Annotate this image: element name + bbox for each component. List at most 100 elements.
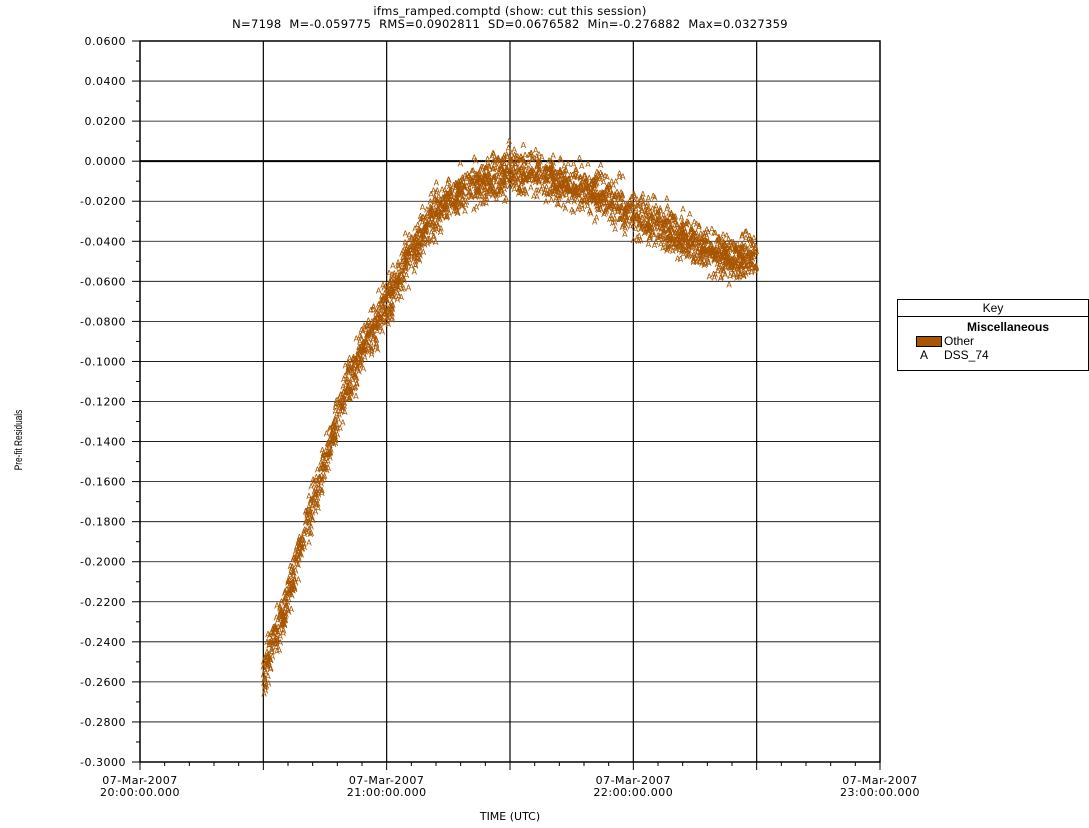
data-point: A — [624, 217, 630, 226]
data-point: A — [395, 277, 401, 286]
data-point: A — [549, 167, 555, 176]
data-point: A — [590, 193, 596, 202]
data-point: A — [502, 182, 508, 191]
data-point: A — [403, 265, 409, 274]
data-point: A — [568, 187, 574, 196]
data-point: A — [653, 238, 659, 247]
data-point: A — [736, 249, 742, 258]
data-point: A — [353, 374, 359, 383]
data-point: A — [508, 155, 514, 164]
data-point: A — [550, 161, 556, 170]
data-point: A — [678, 236, 684, 245]
data-point: A — [565, 175, 571, 184]
data-point: A — [398, 270, 404, 279]
data-point: A — [660, 225, 666, 234]
data-point: A — [723, 270, 729, 279]
data-point: A — [275, 629, 281, 638]
data-point: A — [428, 198, 434, 207]
data-point: A — [364, 321, 370, 330]
data-point: A — [277, 632, 283, 641]
data-point: A — [726, 259, 732, 268]
data-point: A — [611, 203, 617, 212]
data-point: A — [706, 245, 712, 254]
data-point: A — [594, 202, 600, 211]
data-point: A — [634, 211, 640, 220]
data-point: A — [450, 200, 456, 209]
data-point: A — [620, 190, 626, 199]
data-point: A — [601, 190, 607, 199]
data-point: A — [361, 365, 367, 374]
data-point: A — [631, 220, 637, 229]
data-point: A — [666, 218, 672, 227]
data-point: A — [443, 200, 449, 209]
data-point: A — [739, 266, 745, 275]
data-point: A — [724, 258, 730, 267]
data-point: A — [638, 225, 644, 234]
data-point: A — [687, 210, 693, 219]
data-point: A — [326, 442, 332, 451]
data-point: A — [326, 438, 332, 447]
data-point: A — [751, 234, 757, 243]
data-point: A — [729, 257, 735, 266]
data-point: A — [287, 588, 293, 597]
data-point: A — [415, 252, 421, 261]
data-point: A — [372, 316, 378, 325]
data-point: A — [428, 209, 434, 218]
data-point: A — [601, 178, 607, 187]
data-point: A — [558, 156, 564, 165]
data-point: A — [522, 151, 528, 160]
data-point: A — [681, 247, 687, 256]
data-point: A — [587, 188, 593, 197]
data-point: A — [477, 170, 483, 179]
data-point: A — [502, 178, 508, 187]
data-point: A — [591, 181, 597, 190]
data-point: A — [269, 645, 275, 654]
data-point: A — [662, 238, 668, 247]
data-point: A — [306, 506, 312, 515]
data-point: A — [429, 237, 435, 246]
data-point: A — [354, 355, 360, 364]
data-point: A — [719, 245, 725, 254]
data-point: A — [418, 238, 424, 247]
data-point: A — [320, 465, 326, 474]
data-point: A — [748, 249, 754, 258]
data-point: A — [357, 332, 363, 341]
data-point: A — [390, 292, 396, 301]
data-point: A — [386, 288, 392, 297]
data-point: A — [655, 212, 661, 221]
data-point: A — [753, 248, 759, 257]
data-point: A — [628, 222, 634, 231]
data-point: A — [607, 181, 613, 190]
data-point: A — [559, 190, 565, 199]
data-point: A — [565, 160, 571, 169]
data-point: A — [716, 263, 722, 272]
data-point: A — [720, 253, 726, 262]
data-point: A — [347, 366, 353, 375]
data-point: A — [492, 172, 498, 181]
data-point: A — [651, 192, 657, 201]
data-point: A — [262, 683, 268, 692]
data-point: A — [458, 176, 464, 185]
data-point: A — [739, 245, 745, 254]
data-point: A — [450, 195, 456, 204]
data-point: A — [418, 240, 424, 249]
data-point: A — [375, 312, 381, 321]
data-point: A — [591, 181, 597, 190]
data-point: A — [285, 579, 291, 588]
data-point: A — [283, 612, 289, 621]
data-point: A — [322, 472, 328, 481]
data-point: A — [665, 233, 671, 242]
data-point: A — [753, 268, 759, 277]
data-point: A — [430, 233, 436, 242]
data-point: A — [333, 401, 339, 410]
data-point: A — [500, 181, 506, 190]
data-point: A — [297, 542, 303, 551]
data-point: A — [512, 169, 518, 178]
data-point: A — [354, 335, 360, 344]
data-point: A — [345, 388, 351, 397]
data-point: A — [359, 342, 365, 351]
data-point: A — [596, 169, 602, 178]
data-point: A — [332, 416, 338, 425]
data-point: A — [533, 174, 539, 183]
data-point: A — [649, 213, 655, 222]
